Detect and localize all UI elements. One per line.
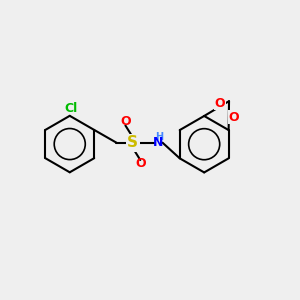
Text: N: N bbox=[153, 136, 163, 149]
Text: H: H bbox=[155, 132, 164, 142]
Text: O: O bbox=[120, 116, 131, 128]
Text: S: S bbox=[127, 135, 138, 150]
Text: O: O bbox=[229, 111, 239, 124]
Text: O: O bbox=[214, 97, 225, 110]
Text: Cl: Cl bbox=[64, 102, 78, 115]
Text: O: O bbox=[135, 157, 146, 170]
